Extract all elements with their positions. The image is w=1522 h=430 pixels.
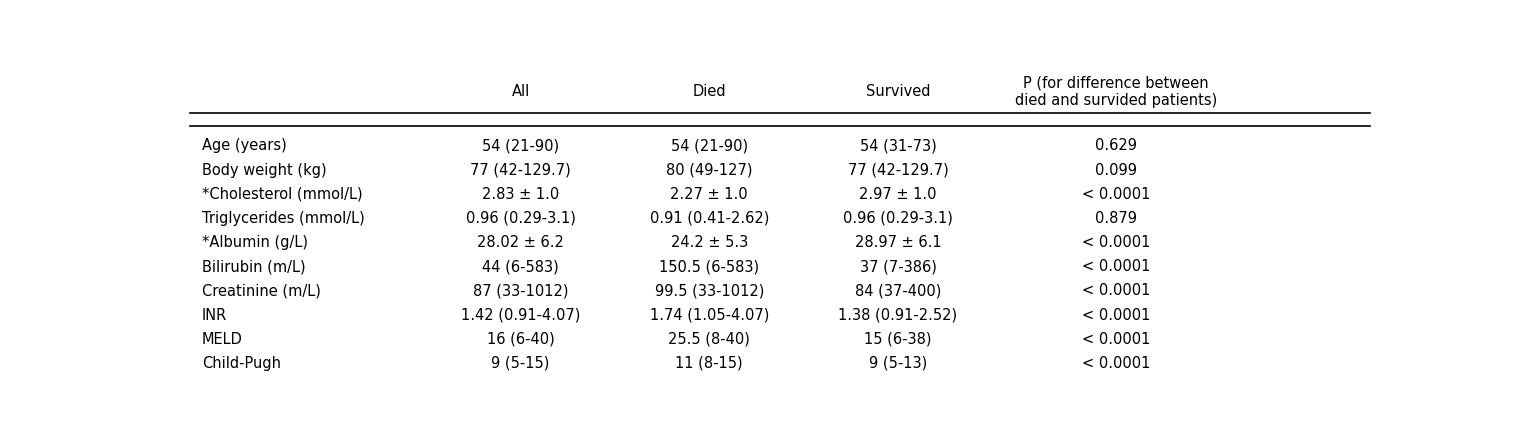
Text: 99.5 (33-1012): 99.5 (33-1012)	[654, 283, 764, 298]
Text: 0.96 (0.29-3.1): 0.96 (0.29-3.1)	[466, 211, 575, 226]
Text: 54 (21-90): 54 (21-90)	[482, 138, 559, 154]
Text: P (for difference between
died and survided patients): P (for difference between died and survi…	[1015, 75, 1218, 108]
Text: 15 (6-38): 15 (6-38)	[864, 332, 931, 347]
Text: 28.97 ± 6.1: 28.97 ± 6.1	[855, 235, 941, 250]
Text: < 0.0001: < 0.0001	[1082, 187, 1151, 202]
Text: Child-Pugh: Child-Pugh	[202, 356, 282, 371]
Text: < 0.0001: < 0.0001	[1082, 283, 1151, 298]
Text: 9 (5-13): 9 (5-13)	[869, 356, 927, 371]
Text: 77 (42-129.7): 77 (42-129.7)	[470, 163, 571, 178]
Text: 2.83 ± 1.0: 2.83 ± 1.0	[482, 187, 559, 202]
Text: Body weight (kg): Body weight (kg)	[202, 163, 327, 178]
Text: Triglycerides (mmol/L): Triglycerides (mmol/L)	[202, 211, 365, 226]
Text: 1.74 (1.05-4.07): 1.74 (1.05-4.07)	[650, 307, 769, 322]
Text: Bilirubin (m/L): Bilirubin (m/L)	[202, 259, 306, 274]
Text: 1.42 (0.91-4.07): 1.42 (0.91-4.07)	[461, 307, 580, 322]
Text: < 0.0001: < 0.0001	[1082, 307, 1151, 322]
Text: 150.5 (6-583): 150.5 (6-583)	[659, 259, 759, 274]
Text: 84 (37-400): 84 (37-400)	[855, 283, 941, 298]
Text: Creatinine (m/L): Creatinine (m/L)	[202, 283, 321, 298]
Text: 0.629: 0.629	[1096, 138, 1137, 154]
Text: 54 (31-73): 54 (31-73)	[860, 138, 936, 154]
Text: Age (years): Age (years)	[202, 138, 286, 154]
Text: 1.38 (0.91-2.52): 1.38 (0.91-2.52)	[839, 307, 957, 322]
Text: Survived: Survived	[866, 84, 930, 99]
Text: 87 (33-1012): 87 (33-1012)	[473, 283, 568, 298]
Text: < 0.0001: < 0.0001	[1082, 259, 1151, 274]
Text: 28.02 ± 6.2: 28.02 ± 6.2	[476, 235, 565, 250]
Text: < 0.0001: < 0.0001	[1082, 356, 1151, 371]
Text: 0.96 (0.29-3.1): 0.96 (0.29-3.1)	[843, 211, 953, 226]
Text: 37 (7-386): 37 (7-386)	[860, 259, 936, 274]
Text: 2.97 ± 1.0: 2.97 ± 1.0	[860, 187, 936, 202]
Text: < 0.0001: < 0.0001	[1082, 235, 1151, 250]
Text: 9 (5-15): 9 (5-15)	[492, 356, 549, 371]
Text: Died: Died	[693, 84, 726, 99]
Text: *Cholesterol (mmol/L): *Cholesterol (mmol/L)	[202, 187, 362, 202]
Text: All: All	[511, 84, 530, 99]
Text: 16 (6-40): 16 (6-40)	[487, 332, 554, 347]
Text: 77 (42-129.7): 77 (42-129.7)	[848, 163, 948, 178]
Text: 24.2 ± 5.3: 24.2 ± 5.3	[671, 235, 747, 250]
Text: < 0.0001: < 0.0001	[1082, 332, 1151, 347]
Text: *Albumin (g/L): *Albumin (g/L)	[202, 235, 307, 250]
Text: 11 (8-15): 11 (8-15)	[676, 356, 743, 371]
Text: INR: INR	[202, 307, 227, 322]
Text: 80 (49-127): 80 (49-127)	[667, 163, 752, 178]
Text: 0.879: 0.879	[1096, 211, 1137, 226]
Text: 25.5 (8-40): 25.5 (8-40)	[668, 332, 750, 347]
Text: 54 (21-90): 54 (21-90)	[671, 138, 747, 154]
Text: 0.099: 0.099	[1096, 163, 1137, 178]
Text: 2.27 ± 1.0: 2.27 ± 1.0	[670, 187, 749, 202]
Text: 44 (6-583): 44 (6-583)	[482, 259, 559, 274]
Text: 0.91 (0.41-2.62): 0.91 (0.41-2.62)	[650, 211, 769, 226]
Text: MELD: MELD	[202, 332, 244, 347]
